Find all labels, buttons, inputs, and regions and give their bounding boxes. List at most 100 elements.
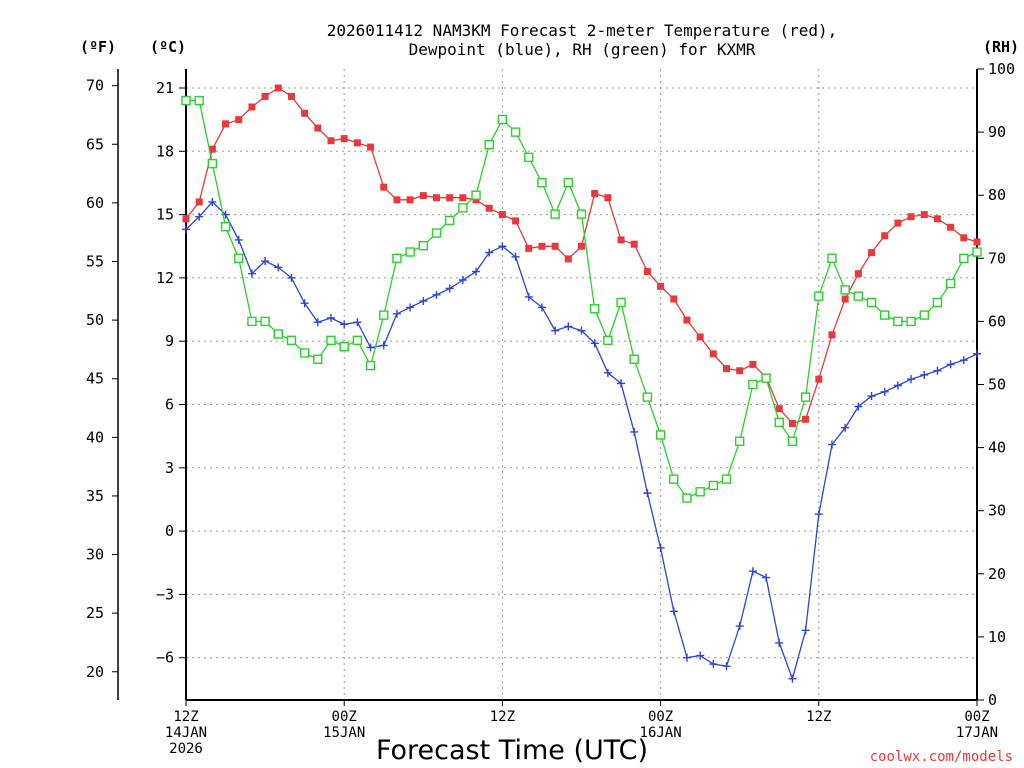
- celsius-tick-label: 0: [165, 522, 174, 540]
- dewpoint-point: [590, 339, 599, 348]
- dewpoint-point: [419, 297, 428, 306]
- celsius-unit-label: (ºC): [150, 38, 186, 56]
- rh-tick-label: 100: [988, 60, 1015, 78]
- dewpoint-point: [946, 360, 955, 369]
- temperature-point: [709, 350, 717, 358]
- temperature-point: [907, 213, 915, 221]
- dewpoint-point: [656, 543, 665, 552]
- x-tick-label: 00Z: [648, 709, 673, 725]
- temperature-point: [643, 268, 651, 276]
- rh-point: [827, 253, 837, 264]
- temperature-point: [683, 316, 691, 324]
- data-series: [181, 84, 982, 683]
- rh-point: [313, 354, 323, 364]
- rh-tick-label: 10: [988, 628, 1006, 646]
- temperature-point: [564, 255, 572, 263]
- celsius-tick-label: 21: [156, 79, 174, 97]
- temperature-point: [657, 282, 665, 290]
- rh-point: [339, 341, 349, 352]
- rh-point: [880, 310, 890, 320]
- x-tick-label: 12Z: [490, 709, 515, 725]
- rh-point: [405, 247, 415, 257]
- dewpoint-point: [485, 248, 494, 257]
- celsius-tick-label: −3: [156, 585, 174, 603]
- rh-tick-label: 90: [988, 123, 1006, 141]
- dewpoint-point: [366, 343, 375, 352]
- gridlines: [186, 69, 977, 700]
- rh-point: [273, 329, 283, 339]
- rh-point: [800, 392, 811, 402]
- x-tick-label: 17JAN: [956, 725, 998, 741]
- rh-point: [735, 436, 745, 446]
- dewpoint-point: [643, 489, 652, 498]
- x-axis-label: Forecast Time (UTC): [376, 735, 648, 766]
- dewpoint-point: [709, 660, 718, 669]
- celsius-tick-label: −6: [156, 649, 174, 667]
- temperature-point: [828, 331, 836, 339]
- dewpoint-point: [472, 267, 481, 276]
- temperature-point: [432, 194, 440, 202]
- dewpoint-point: [933, 366, 942, 375]
- chart-subtitle: Dewpoint (blue), RH (green) for KXMR: [409, 40, 756, 59]
- temperature-point: [446, 194, 454, 202]
- dewpoint-point: [353, 318, 362, 327]
- dewpoint-point: [551, 326, 560, 335]
- dewpoint-point: [564, 322, 573, 331]
- x-tick-label: 12Z: [173, 709, 198, 725]
- rh-point: [550, 209, 560, 219]
- x-tick-label: 12Z: [806, 709, 831, 725]
- temperature-point: [723, 365, 731, 373]
- rh-point: [392, 253, 402, 264]
- x-tick-label: 2026: [169, 741, 203, 757]
- x-tick-label: 00Z: [964, 709, 989, 725]
- temperature-point: [578, 242, 585, 250]
- dewpoint-point: [300, 299, 309, 308]
- rh-point: [471, 190, 481, 200]
- dewpoint-point: [788, 674, 797, 683]
- dewpoint-point: [458, 276, 467, 285]
- temperature-point: [604, 194, 612, 202]
- rh-point: [365, 360, 376, 371]
- fahrenheit-tick-label: 65: [86, 135, 104, 153]
- dewpoint-point: [762, 573, 771, 582]
- rh-point: [497, 114, 508, 125]
- temperature-point: [933, 215, 941, 223]
- dewpoint-point: [234, 235, 243, 244]
- dewpoint-point: [775, 638, 784, 647]
- temperature-point: [960, 234, 968, 242]
- y-axis-ticks: 211815129630−3−6706560555045403530252010…: [86, 60, 1015, 709]
- temperature-point: [788, 419, 796, 427]
- rh-point: [919, 310, 929, 320]
- temperature-point: [261, 92, 269, 100]
- fahrenheit-tick-label: 55: [86, 252, 104, 270]
- temperature-point: [617, 236, 625, 244]
- temperature-point: [736, 367, 744, 375]
- fahrenheit-tick-label: 25: [86, 604, 104, 622]
- temperature-point: [973, 238, 981, 246]
- dewpoint-point: [827, 440, 836, 449]
- dewpoint-point: [287, 273, 296, 282]
- temperature-point: [630, 240, 638, 248]
- dewpoint-point: [577, 326, 586, 335]
- rh-point: [787, 436, 798, 446]
- temperature-point: [314, 124, 322, 132]
- temperature-point: [920, 211, 928, 219]
- temperature-point: [670, 295, 678, 303]
- temperature-point: [551, 242, 559, 250]
- rh-point: [761, 373, 771, 383]
- rh-unit-label: (RH): [983, 38, 1019, 56]
- temperature-point: [538, 242, 546, 250]
- dewpoint-point: [735, 622, 744, 631]
- dewpoint-point: [208, 197, 217, 206]
- temperature-point: [894, 219, 902, 227]
- dewpoint-point: [603, 368, 612, 377]
- dewpoint-point: [854, 402, 863, 411]
- rh-point: [352, 335, 363, 346]
- temperature-point: [868, 249, 876, 257]
- dewpoint-point: [379, 341, 388, 350]
- rh-series: [181, 95, 982, 503]
- temperature-line: [185, 87, 978, 425]
- temperature-point: [854, 270, 862, 278]
- rh-point: [774, 417, 784, 428]
